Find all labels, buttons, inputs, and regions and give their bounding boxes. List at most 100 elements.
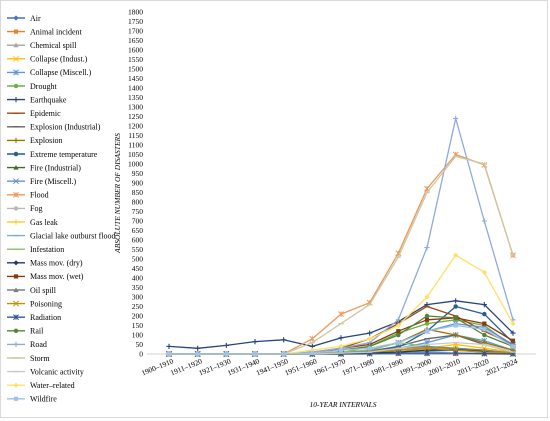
data-point xyxy=(14,274,18,278)
legend-item-radiation: Radiation xyxy=(7,313,61,322)
legend-label: Explosion (Industrial) xyxy=(30,123,101,132)
legend-item-explosion: Explosion xyxy=(7,136,62,145)
legend-label: Rail xyxy=(30,327,44,336)
x-tick-label: 1971–1980 xyxy=(341,356,376,377)
legend-label: Flood xyxy=(30,191,49,200)
x-tick-label: 1900–1910 xyxy=(140,356,175,377)
data-point xyxy=(14,152,18,156)
legend-item-mass-mov-wet: Mass mov. (wet) xyxy=(7,272,84,281)
legend-item-animal-incident: Animal incident xyxy=(7,27,83,36)
y-tick-label: 650 xyxy=(132,226,144,235)
y-tick-label: 1450 xyxy=(128,74,143,83)
y-tick-label: 450 xyxy=(132,264,144,273)
legend-label: Poisoning xyxy=(30,299,62,308)
data-point xyxy=(281,337,286,342)
series-layer xyxy=(166,116,515,357)
y-tick-label: 1200 xyxy=(128,122,143,131)
legend-label: Collapse (Indust.) xyxy=(30,55,88,64)
data-point xyxy=(338,335,343,340)
legend-label: Drought xyxy=(30,82,57,91)
y-tick-label: 150 xyxy=(132,321,144,330)
x-tick-label: 1981–1990 xyxy=(369,356,404,377)
data-point xyxy=(224,352,228,356)
data-point xyxy=(13,97,18,102)
legend-item-glacial-lake-outburst-flood: Glacial lake outburst flood xyxy=(7,231,116,240)
data-point xyxy=(13,383,18,388)
y-tick-label: 1050 xyxy=(128,150,143,159)
legend-item-volcanic-activity: Volcanic activity xyxy=(7,367,84,376)
y-tick-label: 1800 xyxy=(128,8,143,17)
legend-item-mass-mov-dry: Mass mov. (dry) xyxy=(7,259,83,268)
legend-item-flood: Flood xyxy=(7,191,49,200)
legend-item-collapse-miscell: Collapse (Miscell.) xyxy=(7,68,92,77)
y-tick-label: 900 xyxy=(132,179,144,188)
data-point xyxy=(424,245,429,250)
x-tick-label: 1951–1960 xyxy=(283,356,318,377)
legend-item-explosion-industrial: Explosion (Industrial) xyxy=(7,123,101,132)
y-tick-label: 250 xyxy=(132,302,144,311)
data-point xyxy=(454,323,458,327)
data-point xyxy=(13,138,18,143)
data-point xyxy=(14,329,18,333)
legend-label: Oil spill xyxy=(30,286,57,295)
data-point xyxy=(166,344,171,349)
data-point xyxy=(396,329,400,333)
y-tick-label: 1350 xyxy=(128,93,143,102)
data-point xyxy=(453,316,457,320)
legend-label: Gas leak xyxy=(30,218,58,227)
data-point xyxy=(396,333,400,337)
y-tick-label: 1300 xyxy=(128,103,143,112)
x-tick-label: 1961–1970 xyxy=(312,356,347,377)
legend-label: Storm xyxy=(30,354,50,363)
legend-item-gas-leak: Gas leak xyxy=(7,218,58,227)
data-point xyxy=(167,352,171,356)
legend-label: Mass mov. (wet) xyxy=(30,272,84,281)
y-tick-label: 950 xyxy=(132,169,144,178)
legend-item-fire-miscell: Fire (Miscell.) xyxy=(7,177,77,186)
legend-item-rail: Rail xyxy=(7,327,44,336)
legend-item-infestation: Infestation xyxy=(7,245,64,254)
y-tick-label: 500 xyxy=(132,255,144,264)
legend-label: Fire (Miscell.) xyxy=(30,177,77,186)
data-point xyxy=(196,352,200,356)
legend-label: Volcanic activity xyxy=(30,367,84,376)
data-point xyxy=(482,322,486,326)
legend-label: Glacial lake outburst flood xyxy=(30,231,116,240)
data-point xyxy=(453,304,457,308)
y-tick-label: 750 xyxy=(132,207,144,216)
x-tick-label: 1941–1950 xyxy=(255,356,290,377)
x-tick-label: 2021–2024 xyxy=(484,356,519,377)
y-tick-label: 0 xyxy=(139,350,143,359)
data-point xyxy=(310,351,314,355)
y-tick-label: 1000 xyxy=(128,160,143,169)
legend-label: Road xyxy=(30,340,47,349)
data-point xyxy=(482,218,487,223)
data-point xyxy=(453,298,458,303)
legend-label: Chemical spill xyxy=(30,41,77,50)
y-tick-label: 700 xyxy=(132,217,144,226)
legend-item-poisoning: Poisoning xyxy=(7,299,62,308)
legend-label: Explosion xyxy=(30,136,62,145)
data-point xyxy=(13,219,18,224)
legend-item-drought: Drought xyxy=(7,82,57,91)
data-point xyxy=(224,343,229,348)
y-tick-label: 1150 xyxy=(128,131,143,140)
data-point xyxy=(252,339,257,344)
x-tick-label: 1921–1930 xyxy=(197,356,232,377)
legend-item-epidemic: Epidemic xyxy=(7,109,61,118)
data-point xyxy=(14,84,18,88)
data-point xyxy=(453,116,458,121)
legend-item-water-related: Water–related xyxy=(7,381,75,390)
y-tick-label: 1250 xyxy=(128,112,143,121)
y-tick-label: 1100 xyxy=(128,141,143,150)
y-tick-label: 50 xyxy=(136,340,144,349)
y-tick-label: 800 xyxy=(132,198,144,207)
data-point xyxy=(282,352,286,356)
series-water-related xyxy=(166,253,515,357)
data-point xyxy=(14,30,18,34)
legend-label: Extreme temperature xyxy=(30,150,98,159)
x-tick-label: 1991–2000 xyxy=(398,356,433,377)
y-tick-label: 600 xyxy=(132,236,144,245)
